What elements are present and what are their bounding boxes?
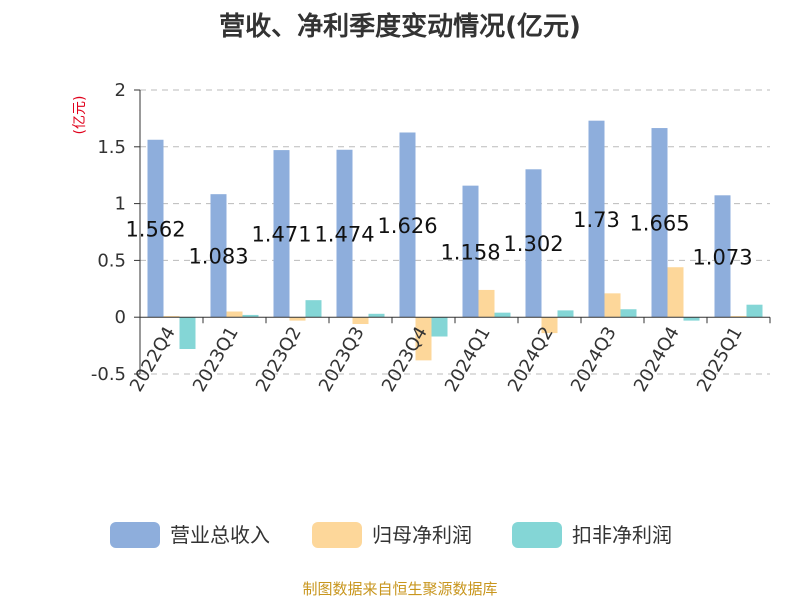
data-label: 1.562 (125, 217, 185, 241)
data-label: 1.471 (251, 223, 311, 247)
bar-net-profit (163, 316, 180, 318)
x-tick-label: 2023Q3 (315, 323, 369, 395)
bar-net-profit (226, 311, 243, 318)
bar-deducted-profit (683, 317, 700, 321)
legend-swatch (312, 522, 362, 548)
bar-revenue (462, 185, 479, 318)
x-tick-label: 2023Q1 (189, 323, 243, 395)
bar-revenue (273, 150, 290, 318)
bar-revenue (588, 120, 605, 318)
bar-revenue (525, 169, 542, 318)
legend-item-net-profit[interactable]: 归母净利润 (312, 522, 472, 548)
data-label: 1.158 (440, 240, 500, 264)
data-label: 1.083 (188, 245, 248, 269)
bar-revenue (714, 195, 731, 318)
bar-deducted-profit (557, 310, 574, 318)
data-label: 1.073 (692, 245, 752, 269)
bar-deducted-profit (179, 317, 196, 350)
legend-swatch (110, 522, 160, 548)
legend-label: 扣非净利润 (572, 523, 672, 547)
x-tick-label: 2024Q1 (441, 323, 495, 395)
data-label: 1.665 (629, 212, 689, 236)
bar-deducted-profit (305, 300, 322, 318)
x-tick-label: 2024Q4 (630, 323, 684, 395)
bar-revenue (399, 132, 416, 318)
y-tick-label: 2 (115, 80, 126, 101)
bar-revenue (147, 139, 164, 318)
bar-revenue (651, 128, 668, 318)
bar-deducted-profit (494, 312, 511, 318)
y-tick-label: -0.5 (91, 364, 126, 385)
bar-deducted-profit (242, 314, 259, 318)
legend-item-deducted-profit[interactable]: 扣非净利润 (512, 522, 672, 548)
x-tick-label: 2022Q4 (126, 323, 180, 395)
legend-item-revenue[interactable]: 营业总收入 (110, 522, 270, 548)
data-label: 1.474 (314, 222, 374, 246)
bar-deducted-profit (620, 309, 637, 318)
x-tick-label: 2025Q1 (693, 323, 747, 395)
data-label: 1.73 (573, 208, 620, 232)
legend-swatch (512, 522, 562, 548)
legend[interactable]: 营业总收入 归母净利润 扣非净利润 (110, 522, 672, 548)
source-footer: 制图数据来自恒生聚源数据库 (302, 580, 498, 598)
x-tick-label: 2024Q3 (567, 323, 621, 395)
bar-net-profit (352, 317, 369, 325)
bar-net-profit (541, 317, 558, 334)
bars (147, 120, 763, 361)
data-label: 1.626 (377, 214, 437, 238)
chart-title: 营收、净利季度变动情况(亿元) (219, 12, 581, 42)
y-tick-label: 0 (115, 307, 126, 328)
y-unit-label: (亿元) (72, 96, 88, 135)
bar-revenue (210, 194, 227, 318)
bar-net-profit (478, 289, 495, 318)
x-tick-label: 2024Q2 (504, 323, 558, 395)
data-label: 1.302 (503, 232, 563, 256)
bar-net-profit (667, 267, 684, 318)
y-tick-label: 0.5 (97, 250, 126, 271)
bar-revenue (336, 149, 353, 318)
bar-deducted-profit (431, 317, 448, 337)
bar-net-profit (289, 317, 306, 321)
bar-net-profit (730, 316, 747, 318)
bar-deducted-profit (746, 304, 763, 318)
y-tick-label: 1.5 (97, 137, 126, 158)
y-tick-label: 1 (115, 194, 126, 215)
bar-deducted-profit (368, 313, 385, 318)
bar-net-profit (604, 293, 621, 318)
legend-label: 营业总收入 (170, 523, 270, 547)
bar-net-profit (415, 317, 432, 361)
legend-label: 归母净利润 (372, 523, 472, 547)
grid-lines (140, 89, 770, 375)
x-tick-label: 2023Q2 (252, 323, 306, 395)
